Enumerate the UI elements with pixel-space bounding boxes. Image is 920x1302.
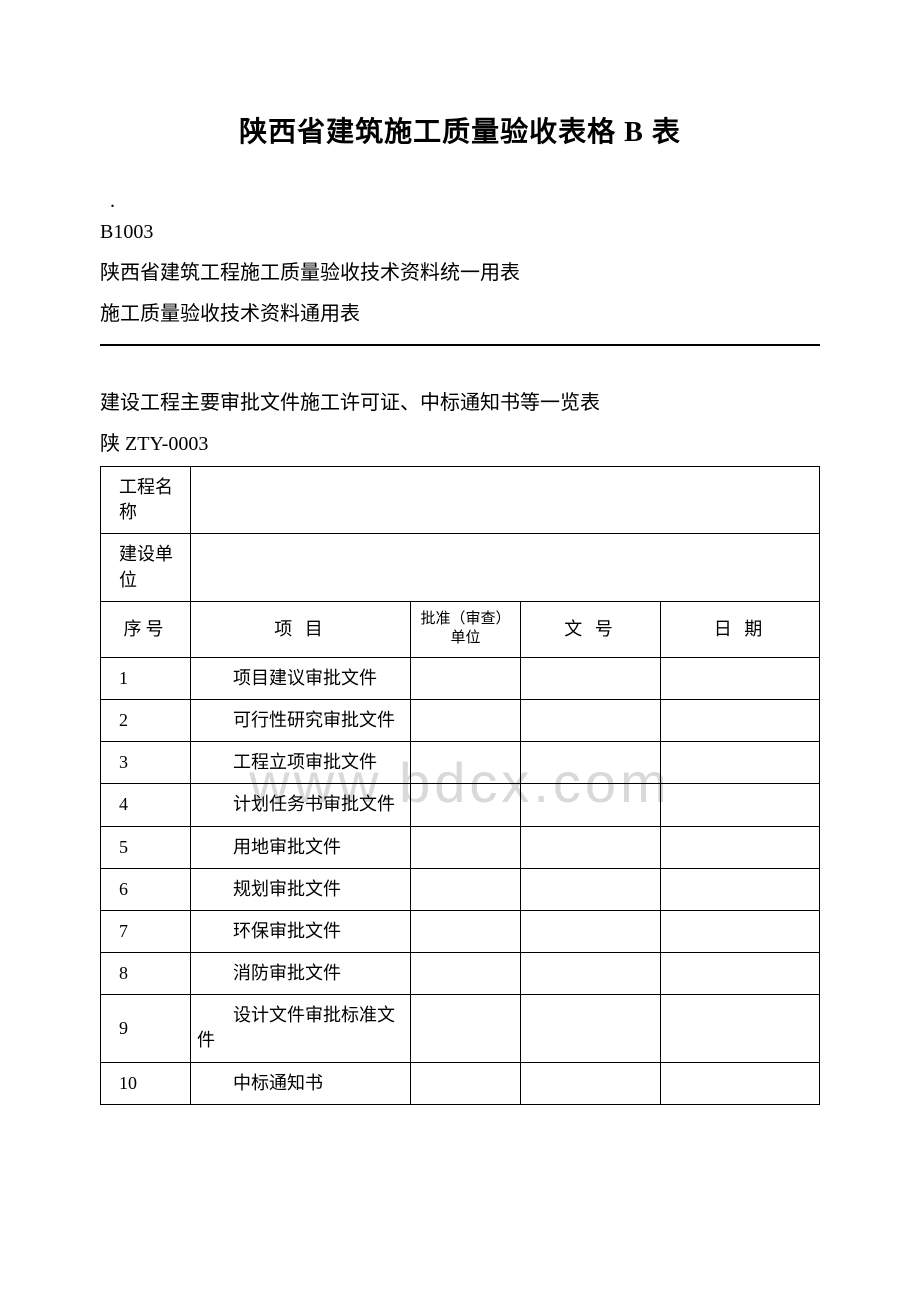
form-code-b1003: B1003: [100, 221, 820, 244]
subtitle-line-2: 施工质量验收技术资料通用表: [100, 297, 820, 326]
table-row: 4 计划任务书审批文件: [101, 784, 820, 826]
cell-unit: [411, 657, 521, 699]
construction-unit-row: 建设单位: [101, 534, 820, 601]
cell-item: 计划任务书审批文件: [191, 784, 411, 826]
header-doc-number: 文 号: [521, 601, 661, 657]
cell-docnum: [521, 1062, 661, 1104]
dot-marker: .: [100, 190, 820, 213]
cell-date: [661, 995, 820, 1062]
cell-seq: 1: [101, 657, 191, 699]
construction-unit-label: 建设单位: [101, 534, 191, 601]
cell-unit: [411, 784, 521, 826]
cell-seq: 2: [101, 699, 191, 741]
table-row: 1 项目建议审批文件: [101, 657, 820, 699]
cell-unit: [411, 953, 521, 995]
cell-seq: 10: [101, 1062, 191, 1104]
table-row: 9 设计文件审批标准文件: [101, 995, 820, 1062]
table-row: 5 用地审批文件: [101, 826, 820, 868]
cell-unit: [411, 910, 521, 952]
cell-docnum: [521, 657, 661, 699]
table-row: 6 规划审批文件: [101, 868, 820, 910]
cell-unit: [411, 742, 521, 784]
cell-item: 消防审批文件: [191, 953, 411, 995]
section-heading: 建设工程主要审批文件施工许可证、中标通知书等一览表: [100, 386, 820, 415]
cell-docnum: [521, 910, 661, 952]
table-row: 3 工程立项审批文件: [101, 742, 820, 784]
cell-seq: 5: [101, 826, 191, 868]
header-seq: 序号: [101, 601, 191, 657]
cell-docnum: [521, 784, 661, 826]
document-title: 陕西省建筑施工质量验收表格 B 表: [100, 110, 820, 150]
header-approval-unit: 批准（审查）单位: [411, 601, 521, 657]
cell-date: [661, 1062, 820, 1104]
header-item: 项 目: [191, 601, 411, 657]
cell-date: [661, 953, 820, 995]
form-code-zty: 陕 ZTY-0003: [100, 427, 820, 456]
cell-unit: [411, 995, 521, 1062]
table-row: 7 环保审批文件: [101, 910, 820, 952]
project-name-row: 工程名称: [101, 467, 820, 534]
table-row: 10 中标通知书: [101, 1062, 820, 1104]
cell-item: 中标通知书: [191, 1062, 411, 1104]
cell-docnum: [521, 868, 661, 910]
cell-docnum: [521, 742, 661, 784]
cell-docnum: [521, 826, 661, 868]
construction-unit-value: [191, 534, 820, 601]
project-name-label: 工程名称: [101, 467, 191, 534]
cell-item: 工程立项审批文件: [191, 742, 411, 784]
cell-docnum: [521, 995, 661, 1062]
subtitle-line-1: 陕西省建筑工程施工质量验收技术资料统一用表: [100, 256, 820, 285]
cell-seq: 9: [101, 995, 191, 1062]
cell-seq: 4: [101, 784, 191, 826]
cell-date: [661, 784, 820, 826]
table-header-row: 序号 项 目 批准（审查）单位 文 号 日 期: [101, 601, 820, 657]
cell-unit: [411, 826, 521, 868]
table-row: 2 可行性研究审批文件: [101, 699, 820, 741]
cell-seq: 6: [101, 868, 191, 910]
cell-item: 环保审批文件: [191, 910, 411, 952]
cell-seq: 8: [101, 953, 191, 995]
cell-date: [661, 657, 820, 699]
cell-date: [661, 868, 820, 910]
cell-item: 用地审批文件: [191, 826, 411, 868]
cell-date: [661, 826, 820, 868]
cell-unit: [411, 699, 521, 741]
cell-seq: 3: [101, 742, 191, 784]
cell-item: 规划审批文件: [191, 868, 411, 910]
cell-unit: [411, 1062, 521, 1104]
cell-item: 项目建议审批文件: [191, 657, 411, 699]
cell-unit: [411, 868, 521, 910]
content-container: 陕西省建筑施工质量验收表格 B 表 . B1003 陕西省建筑工程施工质量验收技…: [100, 110, 820, 1105]
header-date: 日 期: [661, 601, 820, 657]
cell-date: [661, 742, 820, 784]
cell-date: [661, 699, 820, 741]
cell-item: 可行性研究审批文件: [191, 699, 411, 741]
page-container: www.bdcx.com 陕西省建筑施工质量验收表格 B 表 . B1003 陕…: [100, 110, 820, 1105]
cell-docnum: [521, 953, 661, 995]
cell-docnum: [521, 699, 661, 741]
cell-date: [661, 910, 820, 952]
table-row: 8 消防审批文件: [101, 953, 820, 995]
approval-documents-table: 工程名称 建设单位 序号 项 目 批准（审查）单位 文 号 日 期 1 项目建议: [100, 466, 820, 1105]
project-name-value: [191, 467, 820, 534]
horizontal-divider: [100, 344, 820, 346]
cell-item: 设计文件审批标准文件: [191, 995, 411, 1062]
cell-seq: 7: [101, 910, 191, 952]
